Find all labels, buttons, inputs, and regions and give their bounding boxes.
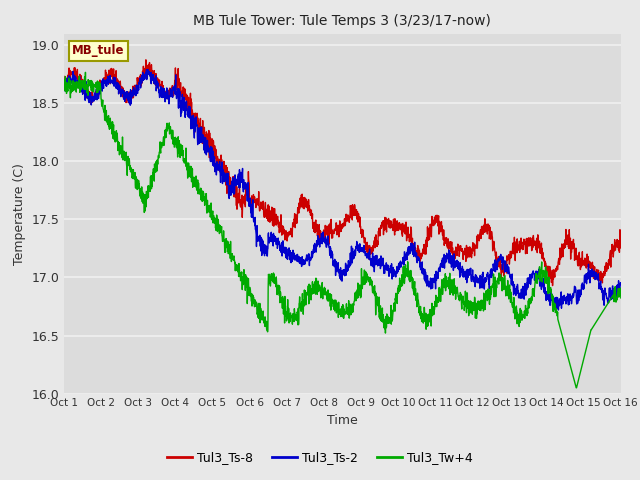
Title: MB Tule Tower: Tule Temps 3 (3/23/17-now): MB Tule Tower: Tule Temps 3 (3/23/17-now… (193, 14, 492, 28)
Y-axis label: Temperature (C): Temperature (C) (13, 163, 26, 264)
Text: MB_tule: MB_tule (72, 44, 125, 58)
Legend: Tul3_Ts-8, Tul3_Ts-2, Tul3_Tw+4: Tul3_Ts-8, Tul3_Ts-2, Tul3_Tw+4 (163, 446, 477, 469)
X-axis label: Time: Time (327, 414, 358, 427)
